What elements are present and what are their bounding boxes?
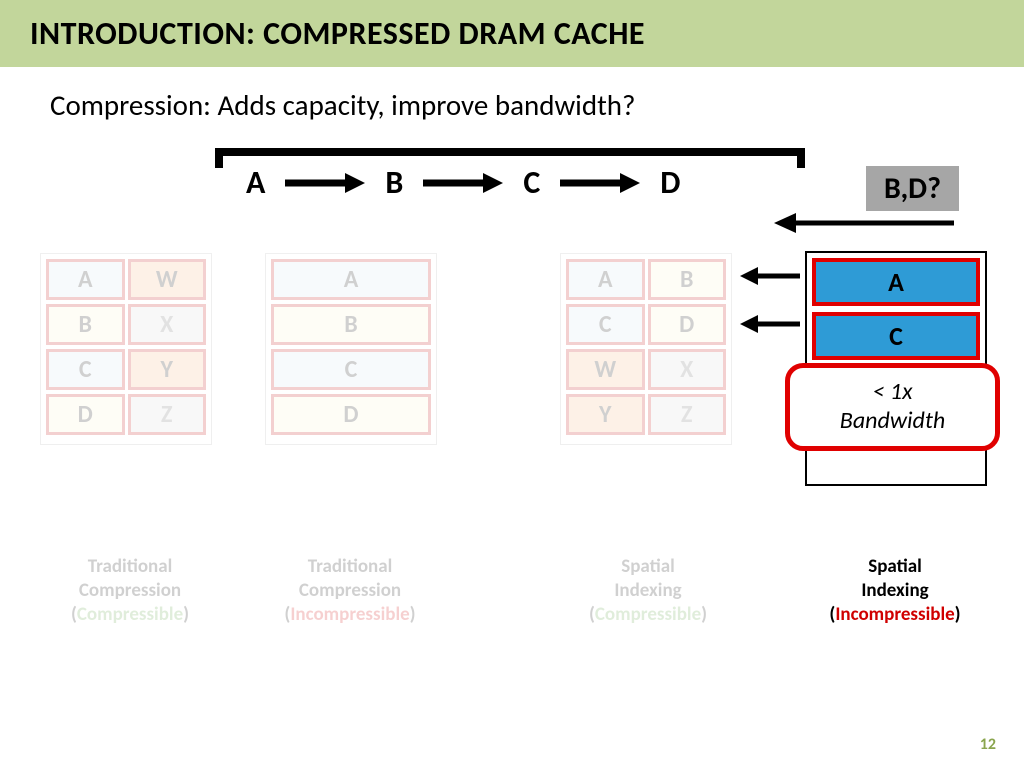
cell: Z xyxy=(128,394,207,435)
flow-c: C xyxy=(523,163,540,202)
flow-a: A xyxy=(246,163,265,202)
cache-box-2: A B C D xyxy=(265,253,437,445)
arrow-right-icon xyxy=(285,173,365,193)
caption-2: Traditional Compression (Incompressible) xyxy=(250,555,450,626)
caption-3: Spatial Indexing (Compressible) xyxy=(548,555,748,626)
slide-title: INTRODUCTION: COMPRESSED DRAM CACHE xyxy=(30,14,994,53)
cell: W xyxy=(128,259,207,300)
cache-boxes-area: AW BX CY DZ A B C D AB CD WX YZ A C < 1x… xyxy=(40,243,984,513)
flow-b: B xyxy=(385,163,403,202)
cell: A xyxy=(271,259,431,300)
cell: X xyxy=(648,349,727,390)
slide-header: INTRODUCTION: COMPRESSED DRAM CACHE xyxy=(0,0,1024,67)
cell: A xyxy=(566,259,645,300)
query-box: B,D? xyxy=(866,166,959,211)
caption-4: Spatial Indexing (Incompressible) xyxy=(795,555,995,626)
cell: C xyxy=(46,349,125,390)
cache-box-1: AW BX CY DZ xyxy=(40,253,212,445)
cell: X xyxy=(128,304,207,345)
cell: B xyxy=(648,259,727,300)
cache-box-3: AB CD WX YZ xyxy=(560,253,732,445)
cell: Y xyxy=(128,349,207,390)
cell: Y xyxy=(566,394,645,435)
caption-1: Traditional Compression (Compressible) xyxy=(30,555,230,626)
cell: B xyxy=(46,304,125,345)
page-number: 12 xyxy=(980,735,996,754)
cell-active: C xyxy=(812,312,980,360)
cell: D xyxy=(271,394,431,435)
cell: W xyxy=(566,349,645,390)
bandwidth-callout: < 1x Bandwidth xyxy=(785,363,1000,451)
cell: B xyxy=(271,304,431,345)
arrow-right-icon xyxy=(423,173,503,193)
arrow-right-icon xyxy=(560,173,640,193)
cell: Z xyxy=(648,394,727,435)
cell: C xyxy=(271,349,431,390)
callout-line2: Bandwidth xyxy=(802,407,983,436)
cell: D xyxy=(648,304,727,345)
flow-diagram: A B C D B,D? xyxy=(40,148,984,218)
slide-subtitle: Compression: Adds capacity, improve band… xyxy=(50,87,984,123)
cell: C xyxy=(566,304,645,345)
cell: A xyxy=(46,259,125,300)
callout-line1: < 1x xyxy=(802,378,983,407)
arrow-left-icon xyxy=(774,213,954,238)
arrow-left-icon xyxy=(740,267,800,290)
flow-sequence: A B C D xyxy=(240,163,686,202)
flow-d: D xyxy=(660,163,680,202)
cell: D xyxy=(46,394,125,435)
cell-active: A xyxy=(812,258,980,306)
arrow-left-icon xyxy=(740,315,800,338)
